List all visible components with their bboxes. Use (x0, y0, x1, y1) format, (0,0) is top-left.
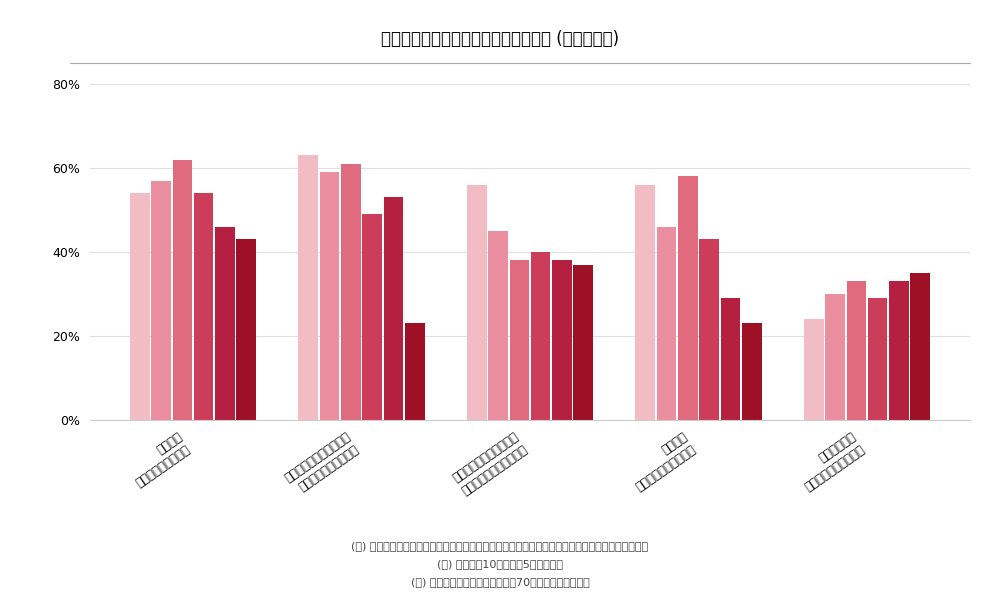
Text: (注) 選択肢は10項目中、5項目を抜粋: (注) 選択肢は10項目中、5項目を抜粋 (437, 559, 563, 569)
Bar (699, 239, 719, 420)
Bar (825, 294, 845, 420)
Bar (868, 298, 887, 420)
Bar (910, 273, 930, 420)
Bar (552, 260, 572, 420)
Bar (889, 281, 909, 420)
Text: インフルエンサーに影響を受ける理由 (性別：女性): インフルエンサーに影響を受ける理由 (性別：女性) (381, 30, 619, 48)
Bar (362, 214, 382, 420)
Bar (173, 160, 192, 420)
Bar (236, 239, 256, 420)
Bar (531, 252, 550, 420)
Bar (488, 231, 508, 420)
Bar (298, 155, 318, 420)
Bar (678, 176, 698, 420)
Bar (742, 323, 762, 420)
Bar (130, 193, 150, 420)
Bar (384, 197, 403, 420)
Text: (注) 購買プロセスにおいてインフルエンサーに影響を受けると回答したユーザーを分母とした割合: (注) 購買プロセスにおいてインフルエンサーに影響を受けると回答したユーザーを分… (351, 541, 649, 551)
Bar (635, 185, 655, 420)
Bar (194, 193, 213, 420)
Bar (405, 323, 425, 420)
Bar (657, 227, 676, 420)
Bar (573, 265, 593, 420)
Bar (847, 281, 866, 420)
Text: (注) 対象となる人数が少ない為、70代はグラフから削除: (注) 対象となる人数が少ない為、70代はグラフから削除 (411, 577, 589, 587)
Bar (721, 298, 740, 420)
Bar (215, 227, 235, 420)
Bar (341, 164, 361, 420)
Bar (320, 172, 339, 420)
Bar (804, 319, 824, 420)
Bar (151, 181, 171, 420)
Bar (510, 260, 529, 420)
Bar (467, 185, 487, 420)
